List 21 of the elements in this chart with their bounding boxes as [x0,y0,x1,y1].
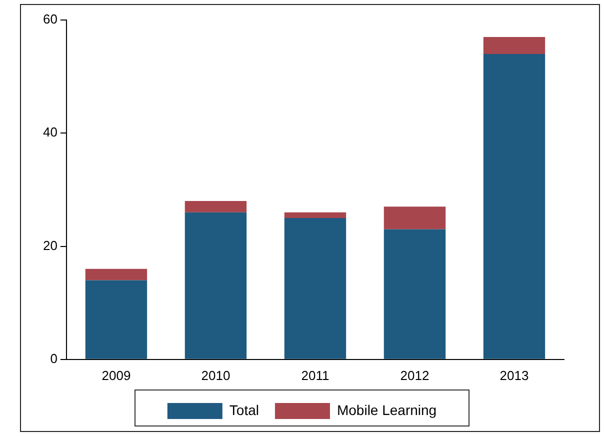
x-tick-label: 2013 [500,368,529,383]
x-tick-label: 2010 [201,368,230,383]
bar [85,268,148,280]
x-tick-label: 2012 [400,368,430,383]
y-tick-label: 0 [50,350,58,366]
bar [85,280,148,359]
bar [284,218,346,359]
bar [483,54,546,359]
y-tick-label: 20 [42,238,58,253]
bar [284,212,346,218]
x-tick-label: 2009 [102,368,131,383]
bar [184,212,247,359]
bar [384,229,446,359]
bar [184,201,247,212]
bar [384,206,446,230]
y-tick-label: 60 [42,12,58,27]
legend-label: Total [229,402,259,418]
y-tick-label: 40 [42,124,58,140]
legend-label: Mobile Learning [336,402,437,418]
bar [483,36,546,54]
x-tick-label: 2011 [301,368,330,383]
